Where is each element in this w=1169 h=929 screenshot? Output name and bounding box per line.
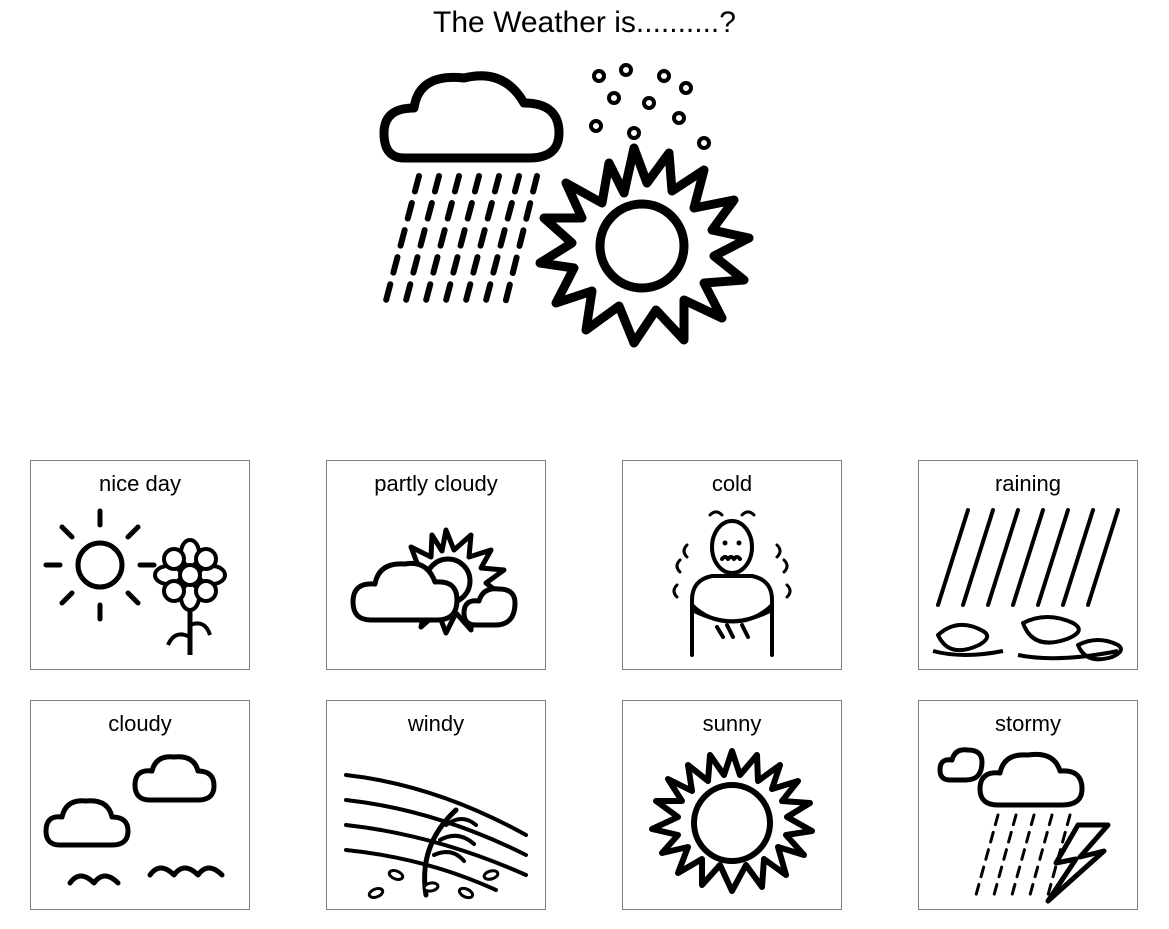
card-raining: raining bbox=[918, 460, 1138, 670]
card-label: raining bbox=[919, 471, 1137, 497]
card-label: cloudy bbox=[31, 711, 249, 737]
card-nice-day: nice day bbox=[30, 460, 250, 670]
card-label: sunny bbox=[623, 711, 841, 737]
sun-burst-icon bbox=[540, 148, 749, 343]
shivering-person-icon bbox=[623, 501, 841, 669]
card-stormy: stormy bbox=[918, 700, 1138, 910]
card-cloudy: cloudy bbox=[30, 700, 250, 910]
card-sunny: sunny bbox=[622, 700, 842, 910]
sun-flower-icon bbox=[31, 501, 249, 669]
card-partly-cloudy: partly cloudy bbox=[326, 460, 546, 670]
card-label: windy bbox=[327, 711, 545, 737]
card-label: cold bbox=[623, 471, 841, 497]
weather-card-grid: nice day bbox=[30, 460, 1140, 910]
sun-behind-cloud-icon bbox=[327, 501, 545, 669]
card-label: stormy bbox=[919, 711, 1137, 737]
hero-illustration bbox=[364, 58, 764, 358]
rain-streaks-icon bbox=[384, 176, 537, 308]
rain-cloud-icon bbox=[384, 76, 559, 158]
card-windy: windy bbox=[326, 700, 546, 910]
card-label: partly cloudy bbox=[327, 471, 545, 497]
card-label: nice day bbox=[31, 471, 249, 497]
card-cold: cold bbox=[622, 460, 842, 670]
sun-burst-icon bbox=[623, 741, 841, 909]
clouds-icon bbox=[31, 741, 249, 909]
rain-puddles-icon bbox=[919, 501, 1137, 669]
storm-lightning-icon bbox=[919, 741, 1137, 909]
worksheet-page: The Weather is..........? bbox=[0, 0, 1169, 929]
hail-dots-icon bbox=[591, 65, 709, 148]
page-title: The Weather is..........? bbox=[0, 6, 1169, 40]
wind-leaves-icon bbox=[327, 741, 545, 909]
